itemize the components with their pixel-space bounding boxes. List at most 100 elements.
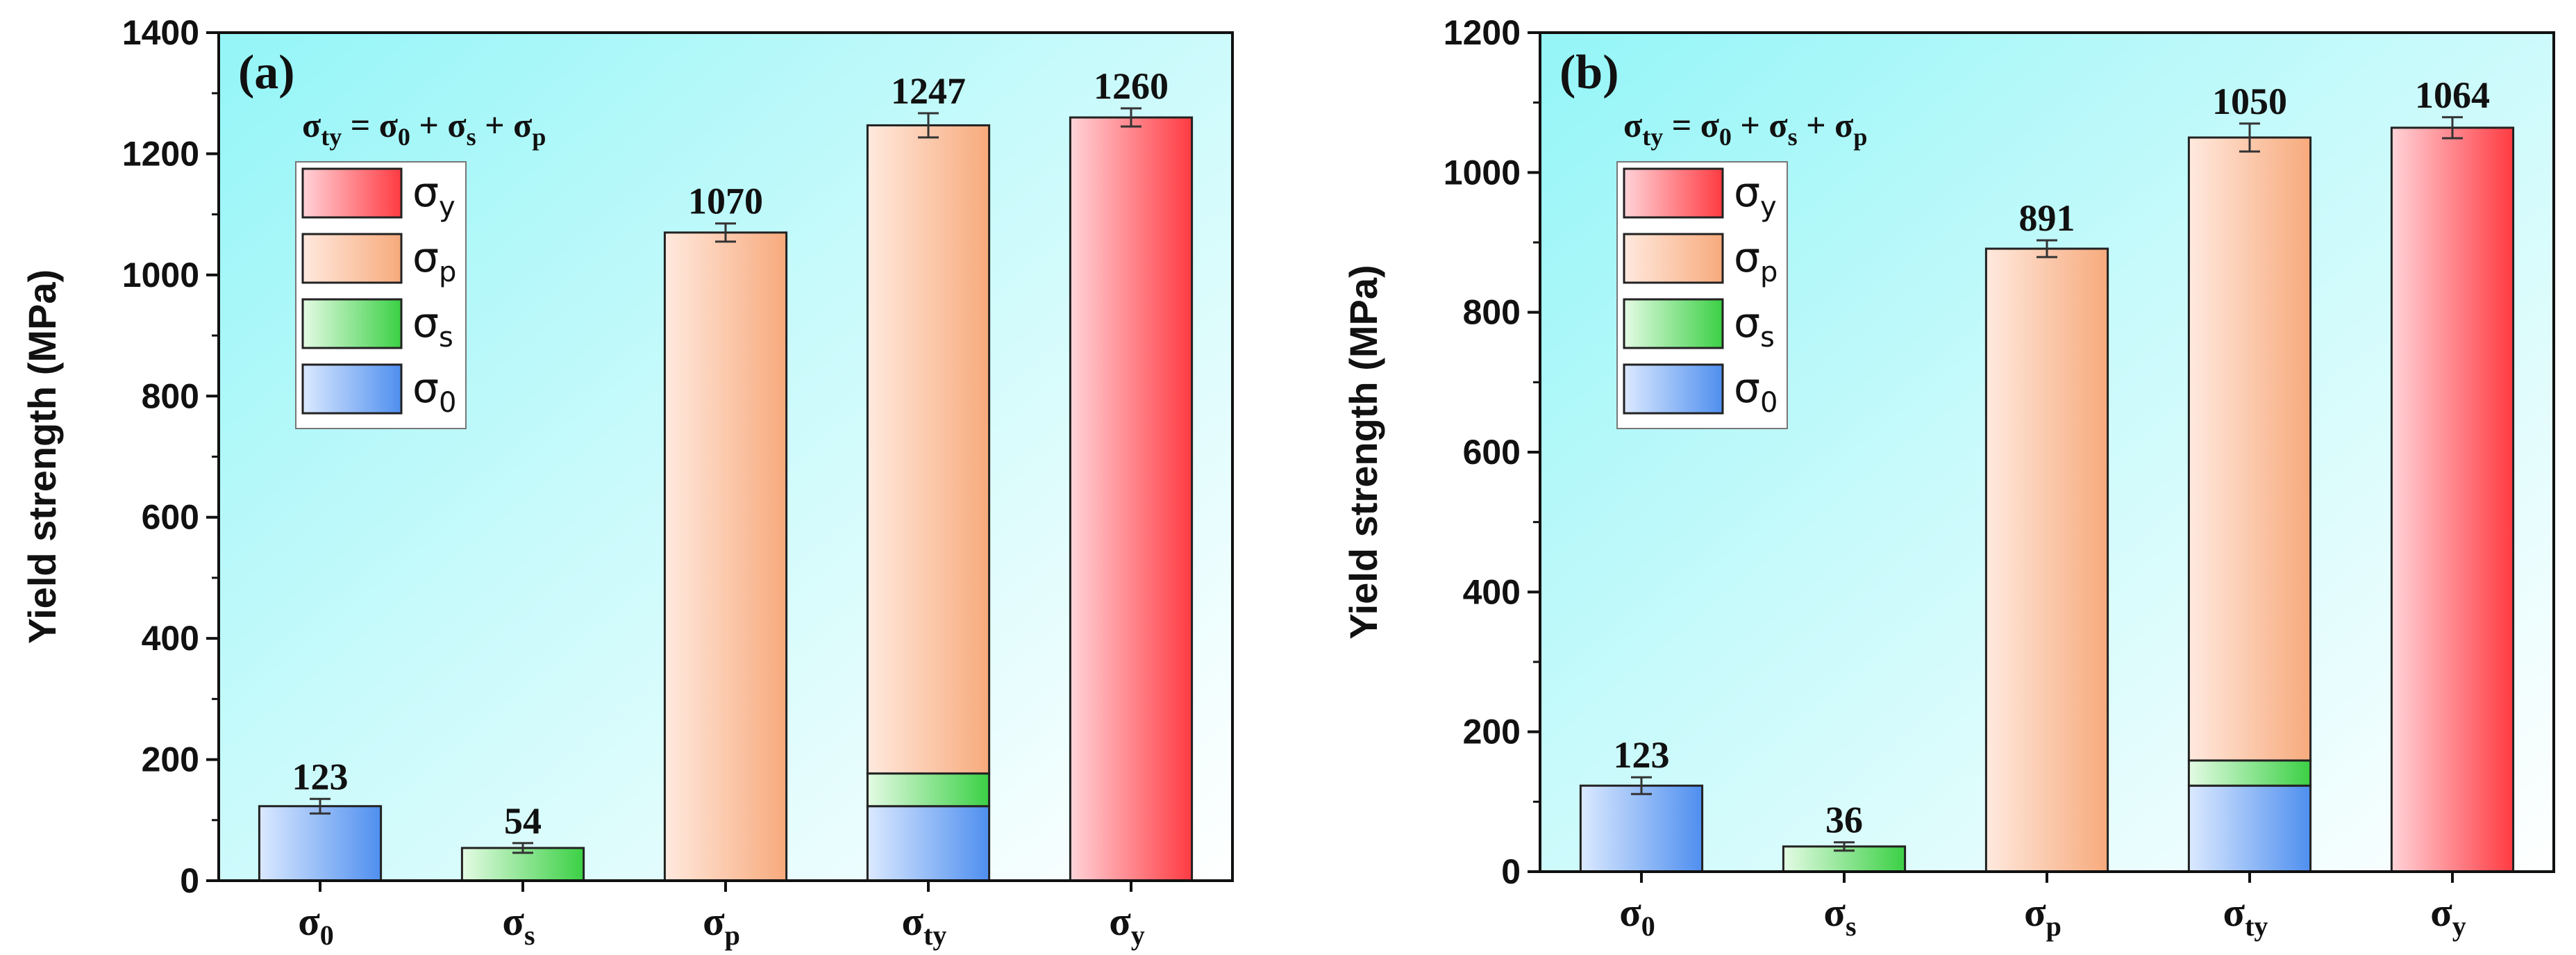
value-label: 1070	[688, 181, 763, 222]
formula-equals: =	[1663, 106, 1700, 144]
value-label: 1260	[1094, 65, 1169, 107]
subscript: 0	[1719, 123, 1732, 151]
legend-label: σp	[1734, 233, 1778, 288]
subscript: p	[439, 256, 456, 288]
legend-label: σ0	[412, 364, 456, 419]
subscript: s	[1760, 322, 1775, 354]
y-tick-label: 1400	[122, 13, 199, 52]
subscript: s	[1846, 911, 1857, 942]
formula-plus: +	[1798, 106, 1835, 144]
formula: σty​ = σ0​ + σs​ + σp​	[302, 106, 546, 151]
value-label: 1247	[891, 70, 966, 112]
x-tick-label: σs	[1823, 890, 1856, 942]
subscript: p	[725, 920, 740, 951]
formula: σty​ = σ0​ + σs​ + σp​	[1623, 106, 1867, 151]
x-tick-label: σty	[902, 899, 947, 951]
y-tick-label: 1200	[1444, 13, 1521, 52]
sigma-symbol: σ	[412, 168, 439, 217]
sigma-symbol: σ	[502, 899, 524, 944]
value-label: 36	[1825, 799, 1863, 841]
sigma-symbol: σ	[1734, 233, 1760, 282]
formula-plus: +	[476, 106, 514, 144]
x-tick-label: σs	[502, 899, 535, 951]
sigma-symbol: σ	[513, 106, 532, 144]
axis-frame	[217, 31, 1234, 882]
formula-equals: =	[342, 106, 379, 144]
sigma-symbol: σ	[2430, 890, 2452, 935]
sigma-symbol: σ	[902, 899, 924, 944]
sigma-symbol: σ	[1768, 106, 1787, 144]
sigma-symbol: σ	[379, 106, 398, 144]
sigma-symbol: σ	[302, 106, 321, 144]
sigma-symbol: σ	[1700, 106, 1719, 144]
legend-swatch-sigmay	[301, 167, 403, 219]
sigma-symbol: σ	[1734, 364, 1760, 413]
chart-panel-a: 0 200 400 600 800 1000 1200 1400 Yield strength …	[20, 13, 1234, 951]
y-axis-label: Yield strength (MPa)	[1341, 265, 1385, 639]
legend-swatch-sigmas	[301, 298, 403, 349]
y-tick-label: 1200	[122, 134, 199, 173]
bar-sigmap	[663, 231, 788, 882]
sigma-symbol: σ	[298, 899, 320, 944]
subscript: s	[439, 322, 453, 354]
sigma-symbol: σ	[1623, 106, 1642, 144]
legend-swatch-sigmap	[1623, 233, 1724, 284]
chart-panel-b: 0 200 400 600 800 1000 1200 Yield strength (MPa…	[1341, 13, 2555, 942]
sigma-symbol: σ	[1619, 890, 1641, 935]
y-tick-label: 1000	[122, 256, 199, 294]
bar-sigmas	[2187, 759, 2312, 787]
subscript: s	[524, 920, 535, 951]
subscript: s	[1788, 123, 1798, 151]
sigma-symbol: σ	[412, 233, 439, 282]
bar-sigma0	[2187, 784, 2312, 873]
subscript: 0	[320, 920, 334, 951]
x-tick-label: σ0	[1619, 890, 1655, 942]
subscript: y	[2452, 911, 2466, 942]
sigma-symbol: σ	[447, 106, 466, 144]
bar-sigma0	[258, 805, 383, 882]
sigma-symbol: σ	[2223, 890, 2245, 935]
y-tick-label: 0	[180, 861, 199, 900]
legend-swatch-sigma0	[1623, 363, 1724, 415]
subscript: y	[439, 191, 455, 223]
subscript: p	[532, 123, 546, 151]
y-axis-label: Yield strength (MPa)	[20, 269, 64, 644]
subscript: p	[2046, 911, 2061, 942]
legend-label: σs	[412, 299, 453, 354]
bar-sigmay	[2390, 126, 2515, 873]
sigma-symbol: σ	[1734, 168, 1760, 217]
x-tick-label: σy	[1109, 899, 1145, 951]
bar-sigmap	[1984, 247, 2109, 873]
subscript: 0	[398, 123, 410, 151]
x-tick-label: σp	[703, 899, 740, 951]
sigma-symbol: σ	[412, 299, 439, 347]
formula-plus: +	[1732, 106, 1769, 144]
legend-label: σ0	[1734, 364, 1778, 419]
subscript: ty	[2245, 911, 2268, 942]
legend-label: σy	[412, 168, 455, 223]
x-tick-label: σp	[2024, 890, 2061, 942]
subscript: 0	[1641, 911, 1655, 942]
y-tick-label: 800	[142, 376, 199, 415]
panel-label: (b)	[1559, 46, 1619, 99]
legend-label: σs	[1734, 299, 1775, 354]
subscript: ty	[321, 123, 342, 151]
bar-sigmap	[2187, 136, 2312, 762]
value-label: 54	[504, 800, 542, 842]
y-tick-label: 600	[142, 498, 199, 537]
sigma-symbol: σ	[703, 899, 725, 944]
subscript: 0	[439, 387, 456, 419]
y-tick-label: 1000	[1444, 153, 1521, 192]
y-tick-label: 600	[1463, 433, 1521, 472]
y-tick-label: 800	[1463, 293, 1521, 332]
legend-label: σp	[412, 233, 456, 288]
legend-swatch-sigma0	[301, 363, 403, 415]
value-label: 891	[2019, 197, 2075, 239]
subscript: y	[1131, 920, 1145, 951]
value-label: 1064	[2415, 74, 2490, 116]
subscript: y	[1760, 191, 1777, 223]
bar-sigma0	[866, 805, 991, 882]
formula-plus: +	[410, 106, 448, 144]
x-tick-label: σty	[2223, 890, 2268, 942]
value-label: 123	[1614, 734, 1670, 776]
